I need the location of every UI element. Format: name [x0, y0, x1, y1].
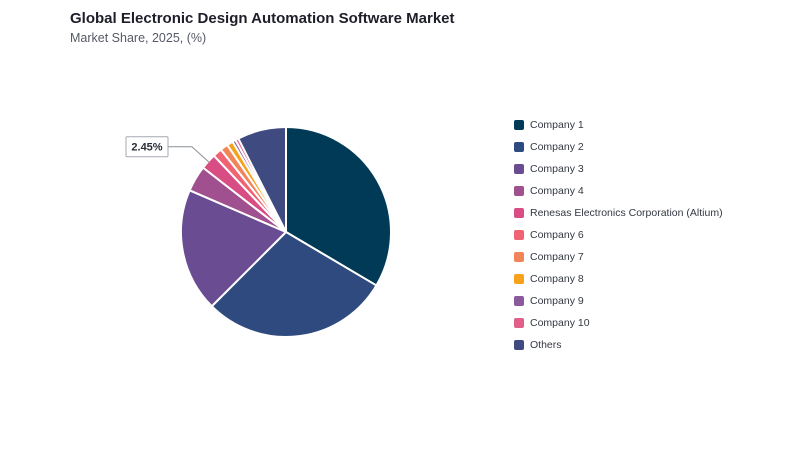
chart-title: Global Electronic Design Automation Soft… [70, 10, 455, 27]
annotation-leader-line [168, 146, 211, 164]
legend-swatch [514, 296, 524, 306]
pie-slice-company-1[interactable] [285, 126, 392, 287]
pie-slice-company-2[interactable] [210, 231, 378, 339]
legend-item-company-10[interactable]: Company 10 [514, 312, 723, 334]
legend-item-company-6[interactable]: Company 6 [514, 224, 723, 246]
legend-item-company-7[interactable]: Company 7 [514, 246, 723, 268]
legend-swatch [514, 252, 524, 262]
legend-swatch [514, 340, 524, 350]
chart-legend: Company 1 Company 2 Company 3 Company 4 Rene… [514, 114, 723, 356]
legend-label: Company 1 [530, 119, 584, 131]
legend-item-company-8[interactable]: Company 8 [514, 268, 723, 290]
legend-swatch [514, 274, 524, 284]
pie-slice-others[interactable] [237, 126, 287, 233]
legend-label: Company 10 [530, 317, 590, 329]
legend-label: Company 4 [530, 185, 584, 197]
legend-label: Company 8 [530, 273, 584, 285]
legend-swatch [514, 142, 524, 152]
legend-swatch [514, 186, 524, 196]
legend-label: Company 9 [530, 295, 584, 307]
legend-item-others[interactable]: Others [514, 334, 723, 356]
legend-swatch [514, 230, 524, 240]
legend-item-company-2[interactable]: Company 2 [514, 136, 723, 158]
legend-item-renesas-electronics-corporation-altium[interactable]: Renesas Electronics Corporation (Altium) [514, 202, 723, 224]
annotation-label: 2.45% [131, 142, 162, 154]
legend-item-company-3[interactable]: Company 3 [514, 158, 723, 180]
legend-label: Company 2 [530, 141, 584, 153]
pie-slices [180, 126, 392, 339]
pie-annotations: 2.45% [125, 136, 211, 164]
pie-slice-company-3[interactable] [180, 189, 287, 308]
legend-swatch [514, 164, 524, 174]
chart-subtitle: Market Share, 2025, (%) [70, 31, 207, 45]
legend-label: Renesas Electronics Corporation (Altium) [530, 207, 723, 219]
annotation-box [125, 136, 169, 158]
legend-label: Others [530, 339, 562, 351]
legend-swatch [514, 318, 524, 328]
legend-swatch [514, 120, 524, 130]
legend-item-company-9[interactable]: Company 9 [514, 290, 723, 312]
legend-swatch [514, 208, 524, 218]
legend-item-company-1[interactable]: Company 1 [514, 114, 723, 136]
legend-label: Company 3 [530, 163, 584, 175]
legend-item-company-4[interactable]: Company 4 [514, 180, 723, 202]
legend-label: Company 6 [530, 229, 584, 241]
legend-label: Company 7 [530, 251, 584, 263]
